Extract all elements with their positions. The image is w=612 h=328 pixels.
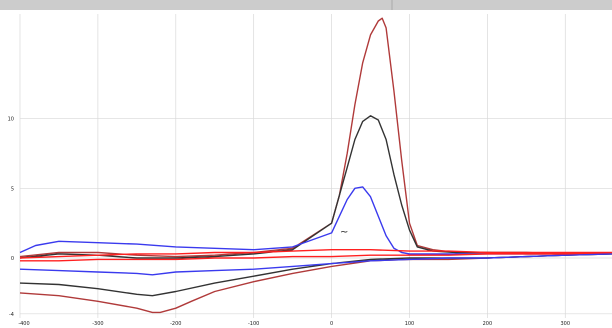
series-line-2 <box>19 115 612 297</box>
y-tick-label: 5 <box>11 186 14 192</box>
x-tick-label: -400 <box>18 321 29 327</box>
y-tick-label: 0 <box>11 256 14 262</box>
x-tick-label: 300 <box>560 321 570 327</box>
tilde-annotation: ~ <box>340 227 348 238</box>
series-line-4 <box>19 248 612 262</box>
series-group <box>19 17 612 314</box>
top-toolbar-strip <box>0 0 612 10</box>
y-tick-labels: -4 0 5 10 <box>8 117 14 318</box>
y-tick-label: 10 <box>8 117 14 123</box>
x-tick-label: 200 <box>483 321 493 327</box>
x-tick-label: -100 <box>248 321 259 327</box>
x-tick-label: 100 <box>405 321 415 327</box>
x-tick-label: -300 <box>92 321 103 327</box>
toolbar-bar <box>0 0 612 10</box>
x-tick-label: -200 <box>170 321 181 327</box>
y-tick-label: -4 <box>9 312 14 318</box>
x-tick-label: 0 <box>330 321 333 327</box>
grid-lines <box>19 14 612 318</box>
x-tick-labels: -400 -300 -200 -100 0 100 200 300 <box>18 321 570 327</box>
